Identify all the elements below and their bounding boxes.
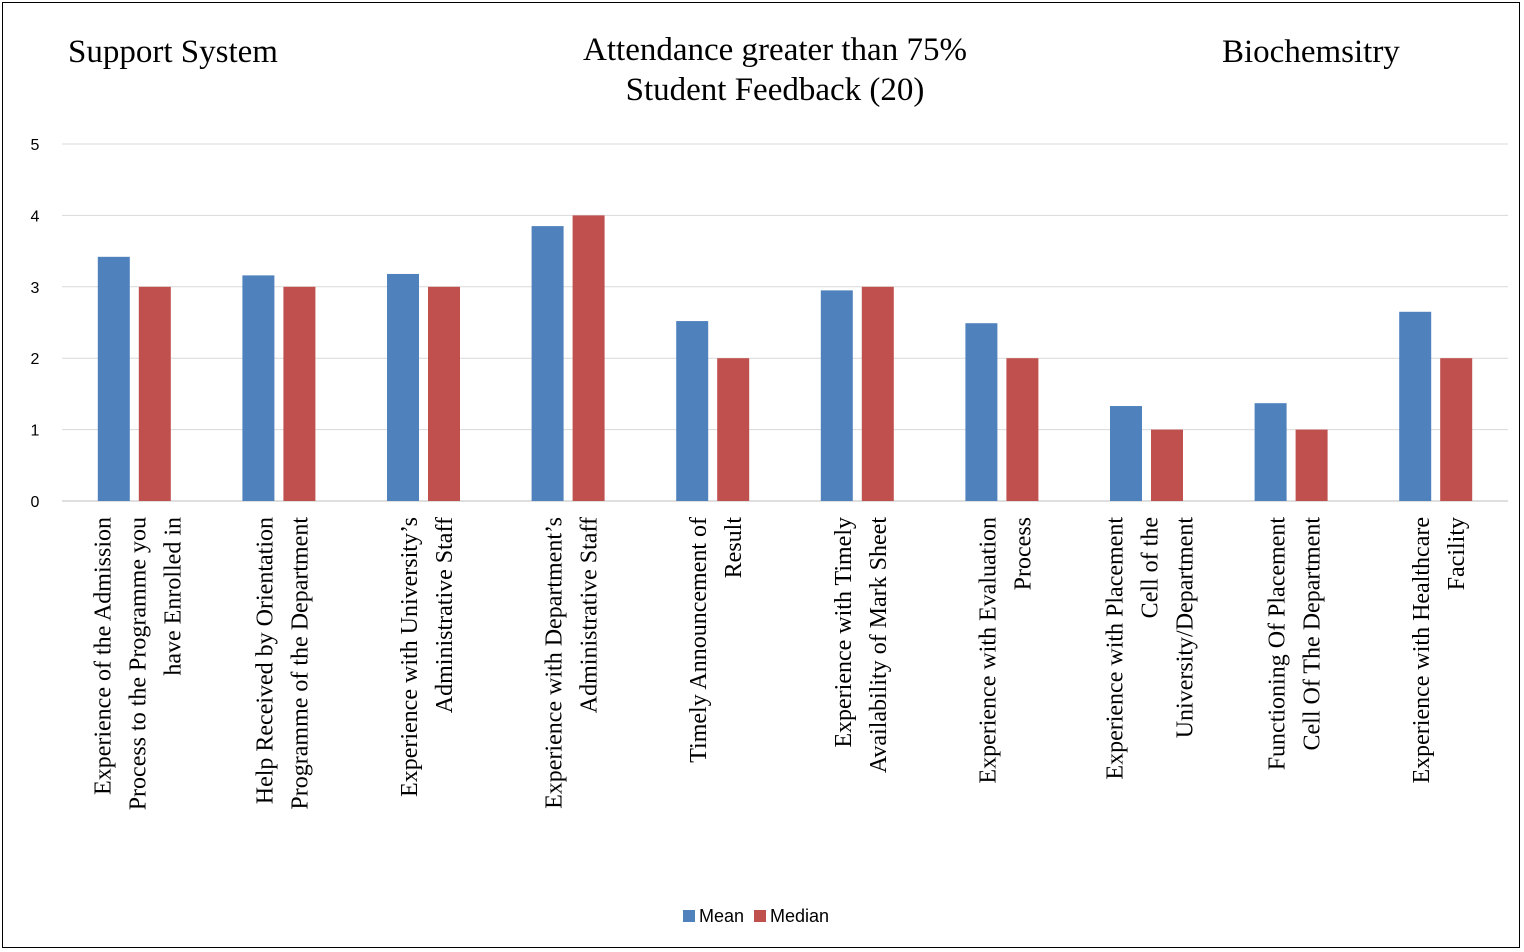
bar-median bbox=[1151, 429, 1183, 501]
bar-median bbox=[428, 286, 460, 501]
bar-mean bbox=[1399, 311, 1432, 501]
bar-mean bbox=[820, 290, 853, 501]
x-tick-label: Experience with Department’s Administrati… bbox=[542, 517, 603, 809]
x-tick-label-line: Result bbox=[721, 517, 747, 579]
bar-mean bbox=[965, 323, 998, 501]
bar-mean bbox=[1254, 403, 1287, 501]
chart-title-line2: Student Feedback (20) bbox=[625, 72, 925, 108]
legend-item-median: Median bbox=[754, 906, 829, 927]
x-tick-label-line: Cell of the bbox=[1138, 517, 1164, 618]
x-tick-label-line: Facility bbox=[1444, 517, 1470, 590]
y-tick-label: 1 bbox=[31, 423, 40, 440]
x-tick-label-line: Experience with Placement bbox=[1103, 517, 1129, 780]
legend-swatch-median bbox=[754, 910, 767, 922]
x-tick-label: Timely Announcement of Result bbox=[686, 517, 747, 763]
x-tick-label: Experience with Timely Availability of Ma… bbox=[831, 517, 892, 773]
y-tick-label: 4 bbox=[31, 208, 40, 225]
x-tick-label-line: Experience with Evaluation bbox=[975, 517, 1001, 784]
chart-title: Attendance greater than 75% Student Feed… bbox=[560, 30, 990, 110]
x-tick-label: Help Received by Orientation Programme of… bbox=[252, 517, 313, 810]
bar-mean bbox=[531, 226, 564, 502]
bar-mean bbox=[676, 321, 709, 501]
x-tick-label: Experience with Healthcare Facility bbox=[1409, 517, 1470, 784]
y-tick-label: 0 bbox=[31, 494, 40, 511]
bar-median bbox=[572, 215, 605, 501]
bar-median bbox=[861, 286, 894, 501]
x-tick-label-line: Experience with University’s bbox=[397, 517, 423, 797]
support-system-label: Support System bbox=[68, 34, 278, 70]
x-tick-label-line: Process bbox=[1010, 517, 1036, 590]
x-tick-label-line: Administrative Staff bbox=[577, 517, 603, 713]
x-tick-label: Experience with University’s Administrati… bbox=[397, 517, 458, 797]
x-tick-label: Experience with Evaluation Process bbox=[975, 517, 1036, 784]
bar-mean bbox=[242, 275, 275, 501]
x-tick-label-line: Experience of the Admission bbox=[90, 517, 116, 795]
x-tick-label: Experience of the Admission Process to th… bbox=[90, 517, 186, 810]
x-tick-label-line: Experience with Timely bbox=[831, 517, 857, 748]
x-tick-label-line: have Enrolled in bbox=[160, 517, 186, 676]
chart-title-line1: Attendance greater than 75% bbox=[583, 32, 967, 68]
x-tick-label-line: Administrative Staff bbox=[432, 517, 458, 713]
legend-swatch-mean bbox=[683, 910, 695, 922]
bar-median bbox=[138, 286, 171, 501]
legend: Mean Median bbox=[683, 906, 829, 926]
x-tick-label: Functioning Of Placement Cell Of The Depa… bbox=[1265, 517, 1326, 771]
y-tick-label: 5 bbox=[31, 137, 40, 154]
x-tick-label-line: Process to the Programme you bbox=[125, 517, 151, 810]
x-tick-label-line: Programme of the Department bbox=[287, 517, 313, 810]
x-tick-label-line: Help Received by Orientation bbox=[252, 517, 278, 804]
x-tick-label-line: Timely Announcement of bbox=[686, 517, 712, 763]
bar-median bbox=[1006, 358, 1039, 501]
x-tick-label-line: Experience with Department’s bbox=[542, 517, 568, 809]
legend-item-mean: Mean bbox=[683, 906, 744, 927]
x-tick-label-line: Experience with Healthcare bbox=[1409, 517, 1435, 784]
legend-label-median: Median bbox=[770, 905, 830, 926]
bar-mean bbox=[387, 273, 419, 501]
bar-mean bbox=[97, 256, 130, 501]
department-label: Biochemsitry bbox=[1222, 34, 1400, 70]
bar-median bbox=[283, 286, 316, 501]
bar-median bbox=[1295, 429, 1328, 501]
x-tick-label-line: Functioning Of Placement bbox=[1265, 517, 1291, 771]
x-tick-label-line: University/Department bbox=[1173, 517, 1199, 739]
bar-median bbox=[717, 358, 750, 501]
legend-label-mean: Mean bbox=[699, 905, 745, 926]
bar-mean bbox=[1110, 406, 1142, 501]
y-tick-label: 2 bbox=[31, 351, 40, 368]
y-tick-label: 3 bbox=[31, 280, 40, 297]
bar-median bbox=[1440, 358, 1473, 501]
x-tick-label: Experience with Placement Cell of the Univ… bbox=[1103, 517, 1199, 780]
x-tick-label-line: Availability of Mark Sheet bbox=[866, 517, 892, 773]
x-tick-label-line: Cell Of The Department bbox=[1300, 517, 1326, 751]
